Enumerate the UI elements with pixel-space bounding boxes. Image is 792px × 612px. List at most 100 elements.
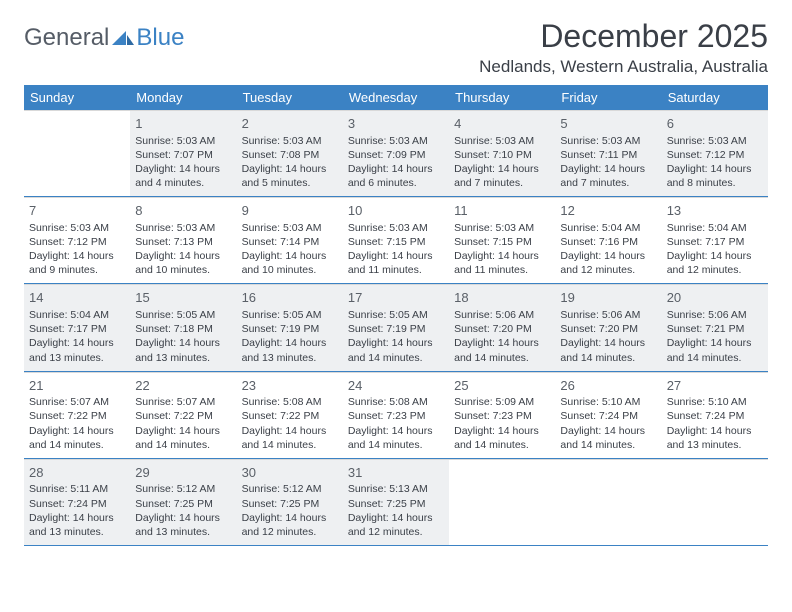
daylight-text: and 12 minutes. <box>348 525 444 539</box>
daylight-text: and 13 minutes. <box>667 438 763 452</box>
daylight-text: and 14 minutes. <box>29 438 125 452</box>
day-cell: 23Sunrise: 5:08 AMSunset: 7:22 PMDayligh… <box>237 372 343 458</box>
sunrise-text: Sunrise: 5:08 AM <box>242 395 338 409</box>
sunrise-text: Sunrise: 5:03 AM <box>135 134 231 148</box>
daylight-text: and 10 minutes. <box>135 263 231 277</box>
day-number: 8 <box>135 202 231 220</box>
sunrise-text: Sunrise: 5:03 AM <box>348 134 444 148</box>
day-number: 25 <box>454 377 550 395</box>
day-number: 12 <box>560 202 656 220</box>
brand-logo: General Blue <box>24 24 184 52</box>
weekday-header: Thursday <box>449 85 555 110</box>
daylight-text: and 12 minutes. <box>242 525 338 539</box>
daylight-text: and 11 minutes. <box>348 263 444 277</box>
daylight-text: and 10 minutes. <box>242 263 338 277</box>
sunset-text: Sunset: 7:15 PM <box>454 235 550 249</box>
day-cell: 20Sunrise: 5:06 AMSunset: 7:21 PMDayligh… <box>662 284 768 370</box>
sunset-text: Sunset: 7:11 PM <box>560 148 656 162</box>
daylight-text: Daylight: 14 hours <box>454 336 550 350</box>
week-row: 14Sunrise: 5:04 AMSunset: 7:17 PMDayligh… <box>24 284 768 371</box>
daylight-text: Daylight: 14 hours <box>348 336 444 350</box>
daylight-text: and 6 minutes. <box>348 176 444 190</box>
sunrise-text: Sunrise: 5:03 AM <box>135 221 231 235</box>
daylight-text: Daylight: 14 hours <box>135 424 231 438</box>
sunrise-text: Sunrise: 5:03 AM <box>667 134 763 148</box>
day-number: 5 <box>560 115 656 133</box>
daylight-text: and 9 minutes. <box>29 263 125 277</box>
daylight-text: Daylight: 14 hours <box>29 424 125 438</box>
sunset-text: Sunset: 7:20 PM <box>560 322 656 336</box>
daylight-text: Daylight: 14 hours <box>29 511 125 525</box>
day-number: 20 <box>667 289 763 307</box>
daylight-text: and 13 minutes. <box>29 351 125 365</box>
daylight-text: Daylight: 14 hours <box>454 249 550 263</box>
sunrise-text: Sunrise: 5:04 AM <box>667 221 763 235</box>
sunset-text: Sunset: 7:13 PM <box>135 235 231 249</box>
sunrise-text: Sunrise: 5:03 AM <box>454 221 550 235</box>
day-cell: 26Sunrise: 5:10 AMSunset: 7:24 PMDayligh… <box>555 372 661 458</box>
daylight-text: Daylight: 14 hours <box>242 249 338 263</box>
sunrise-text: Sunrise: 5:12 AM <box>242 482 338 496</box>
sunset-text: Sunset: 7:18 PM <box>135 322 231 336</box>
sunset-text: Sunset: 7:25 PM <box>348 497 444 511</box>
daylight-text: and 14 minutes. <box>242 438 338 452</box>
week-row: 1Sunrise: 5:03 AMSunset: 7:07 PMDaylight… <box>24 110 768 197</box>
day-cell: 30Sunrise: 5:12 AMSunset: 7:25 PMDayligh… <box>237 459 343 545</box>
daylight-text: and 8 minutes. <box>667 176 763 190</box>
day-number: 18 <box>454 289 550 307</box>
sunset-text: Sunset: 7:12 PM <box>29 235 125 249</box>
day-cell: 24Sunrise: 5:08 AMSunset: 7:23 PMDayligh… <box>343 372 449 458</box>
sunrise-text: Sunrise: 5:12 AM <box>135 482 231 496</box>
day-number: 7 <box>29 202 125 220</box>
day-cell: 18Sunrise: 5:06 AMSunset: 7:20 PMDayligh… <box>449 284 555 370</box>
day-number: 17 <box>348 289 444 307</box>
day-number: 31 <box>348 464 444 482</box>
day-cell: 13Sunrise: 5:04 AMSunset: 7:17 PMDayligh… <box>662 197 768 283</box>
day-number: 23 <box>242 377 338 395</box>
sunrise-text: Sunrise: 5:03 AM <box>29 221 125 235</box>
daylight-text: and 4 minutes. <box>135 176 231 190</box>
daylight-text: and 14 minutes. <box>454 351 550 365</box>
daylight-text: Daylight: 14 hours <box>135 336 231 350</box>
day-number: 10 <box>348 202 444 220</box>
day-number: 21 <box>29 377 125 395</box>
daylight-text: and 12 minutes. <box>667 263 763 277</box>
sunrise-text: Sunrise: 5:07 AM <box>29 395 125 409</box>
daylight-text: Daylight: 14 hours <box>454 162 550 176</box>
daylight-text: Daylight: 14 hours <box>667 162 763 176</box>
sunrise-text: Sunrise: 5:10 AM <box>667 395 763 409</box>
empty-cell <box>662 459 768 545</box>
weekday-header: Tuesday <box>237 85 343 110</box>
day-cell: 15Sunrise: 5:05 AMSunset: 7:18 PMDayligh… <box>130 284 236 370</box>
day-number: 22 <box>135 377 231 395</box>
day-number: 11 <box>454 202 550 220</box>
sunset-text: Sunset: 7:25 PM <box>242 497 338 511</box>
sunset-text: Sunset: 7:23 PM <box>348 409 444 423</box>
sunset-text: Sunset: 7:17 PM <box>667 235 763 249</box>
empty-cell <box>449 459 555 545</box>
sunrise-text: Sunrise: 5:08 AM <box>348 395 444 409</box>
weekday-header: Wednesday <box>343 85 449 110</box>
brand-blue: Blue <box>136 24 184 52</box>
weekday-header-row: SundayMondayTuesdayWednesdayThursdayFrid… <box>24 85 768 110</box>
sunset-text: Sunset: 7:22 PM <box>135 409 231 423</box>
sunset-text: Sunset: 7:14 PM <box>242 235 338 249</box>
day-number: 28 <box>29 464 125 482</box>
day-number: 14 <box>29 289 125 307</box>
sunrise-text: Sunrise: 5:07 AM <box>135 395 231 409</box>
sunrise-text: Sunrise: 5:06 AM <box>560 308 656 322</box>
daylight-text: Daylight: 14 hours <box>135 249 231 263</box>
sunset-text: Sunset: 7:24 PM <box>667 409 763 423</box>
triangle-icon <box>112 29 134 47</box>
sunset-text: Sunset: 7:24 PM <box>29 497 125 511</box>
day-cell: 25Sunrise: 5:09 AMSunset: 7:23 PMDayligh… <box>449 372 555 458</box>
day-cell: 2Sunrise: 5:03 AMSunset: 7:08 PMDaylight… <box>237 110 343 196</box>
daylight-text: Daylight: 14 hours <box>348 424 444 438</box>
daylight-text: and 14 minutes. <box>560 438 656 452</box>
weekday-header: Saturday <box>662 85 768 110</box>
sunset-text: Sunset: 7:10 PM <box>454 148 550 162</box>
daylight-text: Daylight: 14 hours <box>29 249 125 263</box>
daylight-text: Daylight: 14 hours <box>348 249 444 263</box>
daylight-text: Daylight: 14 hours <box>242 511 338 525</box>
daylight-text: Daylight: 14 hours <box>242 162 338 176</box>
